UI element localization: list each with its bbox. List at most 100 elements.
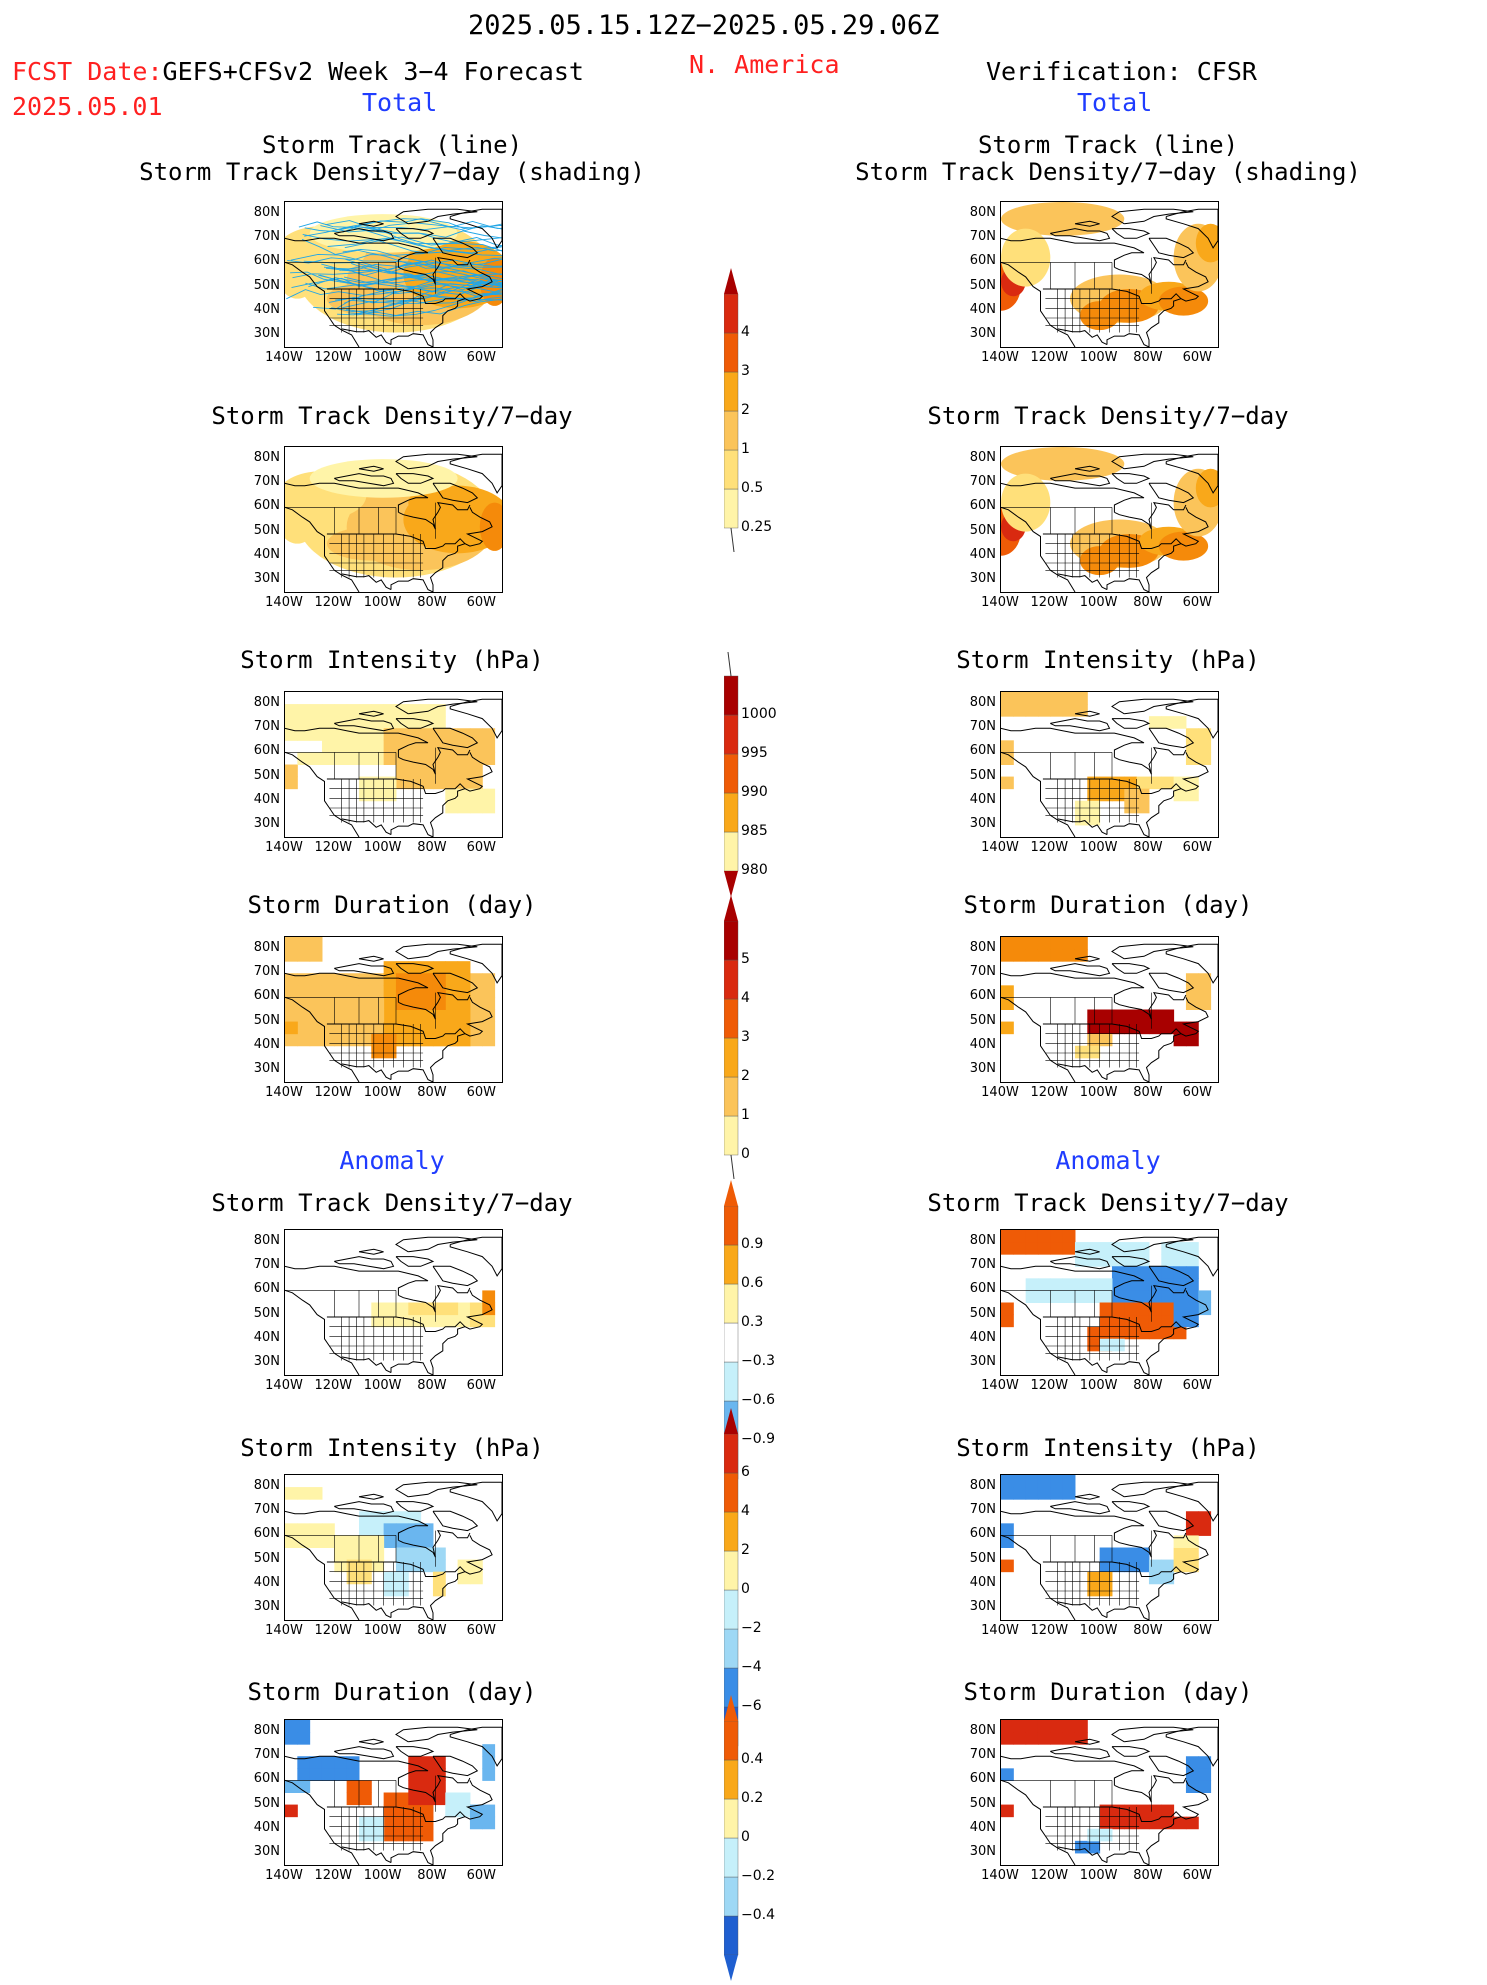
colorbar-tick-label: 990: [741, 784, 768, 800]
lat-tick-label: 50N: [253, 1795, 280, 1811]
left-anomaly-label: Anomaly: [339, 1146, 445, 1175]
lon-tick-label: 120W: [1030, 595, 1069, 610]
lat-tick-label: 40N: [969, 546, 996, 562]
colorbar-tick-label: 0.25: [741, 519, 773, 535]
lon-tick-label: 100W: [363, 840, 402, 855]
lat-tick-label: 70N: [253, 1502, 280, 1518]
lon-tick-label: 80W: [1133, 1085, 1163, 1100]
map-svg: [1001, 937, 1218, 1082]
left-track-line-title: Storm Track (line): [261, 131, 523, 159]
lat-tick-label: 60N: [253, 1771, 280, 1787]
right-anom-intensity-map: [1000, 1474, 1219, 1621]
lat-tick-label: 40N: [253, 1329, 280, 1345]
lon-tick-label: 140W: [981, 1623, 1019, 1638]
colorbar-duration: [723, 895, 744, 1185]
right-density-map: [1000, 446, 1219, 593]
lat-tick-label: 70N: [969, 719, 996, 735]
map-svg: [285, 1720, 502, 1865]
lat-tick-label: 30N: [253, 1060, 280, 1076]
lon-tick-label: 80W: [1133, 1378, 1163, 1393]
lon-tick-label: 120W: [1030, 1378, 1069, 1393]
map-svg: [285, 208, 502, 347]
lat-tick-label: 80N: [969, 205, 996, 221]
lon-tick-label: 100W: [1079, 595, 1118, 610]
lat-tick-label: 40N: [969, 1329, 996, 1345]
lon-tick-label: 80W: [1133, 350, 1163, 365]
left-track-shading-title: Storm Track Density/7−day (shading): [139, 158, 645, 186]
lat-tick-label: 70N: [969, 1257, 996, 1273]
lat-tick-label: 50N: [969, 277, 996, 293]
lat-tick-label: 70N: [253, 719, 280, 735]
lat-tick-label: 30N: [969, 1353, 996, 1369]
coastline-layer: [285, 943, 502, 1082]
left-density-title: Storm Track Density/7−day: [211, 402, 573, 430]
lon-tick-label: 80W: [417, 350, 447, 365]
lat-tick-label: 30N: [253, 325, 280, 341]
lat-tick-label: 50N: [969, 1795, 996, 1811]
date-range-title: 2025.05.15.12Z−2025.05.29.06Z: [468, 10, 940, 41]
colorbar-tick-label: 6: [741, 1464, 750, 1480]
right-anom-intensity-title: Storm Intensity (hPa): [956, 1434, 1260, 1462]
lon-tick-label: 140W: [265, 595, 303, 610]
lat-tick-label: 70N: [253, 474, 280, 490]
lon-tick-label: 100W: [363, 1085, 402, 1100]
colorbar-tick-label: 995: [741, 745, 768, 761]
lat-tick-label: 30N: [969, 1843, 996, 1859]
lat-tick-label: 30N: [253, 1353, 280, 1369]
lon-tick-label: 100W: [1079, 1623, 1118, 1638]
lat-tick-label: 70N: [253, 229, 280, 245]
colorbar-tick-label: 1: [741, 1107, 750, 1123]
left-intensity-title: Storm Intensity (hPa): [240, 646, 544, 674]
lat-tick-label: 40N: [253, 791, 280, 807]
fcst-date-label: FCST Date:GEFS+CFSv2 Week 3−4 Forecast: [12, 57, 584, 86]
lon-tick-label: 60W: [466, 840, 496, 855]
lon-tick-label: 140W: [981, 1868, 1019, 1883]
lat-tick-label: 80N: [969, 1233, 996, 1249]
lat-tick-label: 40N: [253, 1819, 280, 1835]
lon-tick-label: 120W: [314, 1085, 353, 1100]
coastline-layer: [285, 208, 502, 347]
map-svg: [1001, 692, 1218, 837]
lon-tick-label: 140W: [265, 350, 303, 365]
lat-tick-label: 70N: [969, 474, 996, 490]
right-track-shading-title: Storm Track Density/7−day (shading): [855, 158, 1361, 186]
lat-tick-label: 40N: [253, 301, 280, 317]
lat-tick-label: 50N: [253, 1550, 280, 1566]
lon-tick-label: 60W: [466, 1623, 496, 1638]
lat-tick-label: 70N: [969, 1502, 996, 1518]
right-track-title: Storm Track (line) Storm Track Density/7…: [855, 132, 1361, 186]
lon-tick-label: 80W: [417, 1085, 447, 1100]
lon-tick-label: 120W: [314, 350, 353, 365]
coastline-layer: [285, 1236, 502, 1375]
lon-tick-label: 60W: [1182, 1868, 1212, 1883]
lat-tick-label: 50N: [253, 767, 280, 783]
coastline-layer: [1001, 943, 1218, 1082]
right-anom-duration-title: Storm Duration (day): [963, 1678, 1253, 1706]
coastline-layer: [285, 1481, 502, 1620]
colorbar-tick-label: 4: [741, 324, 750, 340]
lat-tick-label: 30N: [969, 570, 996, 586]
lon-tick-label: 100W: [363, 1378, 402, 1393]
lat-tick-label: 50N: [969, 1550, 996, 1566]
lon-tick-label: 100W: [363, 1868, 402, 1883]
lat-tick-label: 40N: [969, 1819, 996, 1835]
lat-tick-label: 30N: [969, 325, 996, 341]
colorbar-tick-label: −4: [741, 1659, 762, 1675]
colorbar-tick-label: −0.2: [741, 1868, 775, 1884]
coastline-layer: [1001, 1726, 1218, 1865]
lon-tick-label: 120W: [314, 1623, 353, 1638]
colorbar-tick-label: 4: [741, 1503, 750, 1519]
lat-tick-label: 80N: [969, 695, 996, 711]
fcst-date-prefix: FCST Date:: [12, 57, 163, 86]
lat-tick-label: 60N: [253, 1281, 280, 1297]
lat-tick-label: 40N: [969, 1574, 996, 1590]
colorbar-tick-label: 0.5: [741, 480, 764, 496]
left-anom-duration-map: [284, 1719, 503, 1866]
left-duration-title: Storm Duration (day): [247, 891, 537, 919]
lat-tick-label: 80N: [969, 1478, 996, 1494]
left-anom-intensity-map: [284, 1474, 503, 1621]
right-density-title: Storm Track Density/7−day: [927, 402, 1289, 430]
lon-tick-label: 60W: [1182, 350, 1212, 365]
colorbar-tick-label: 2: [741, 1068, 750, 1084]
colorbar-tick-label: 2: [741, 402, 750, 418]
